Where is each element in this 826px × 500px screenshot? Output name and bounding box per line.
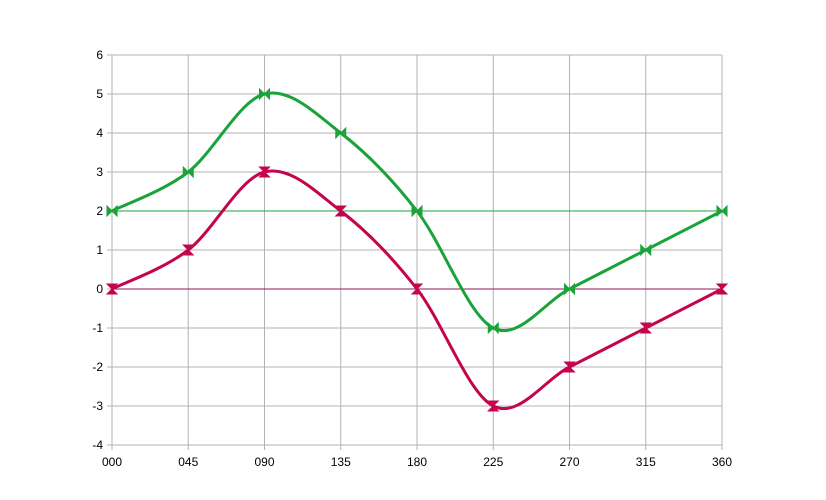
series-1-point [411, 204, 423, 218]
y-tick-label: 0 [96, 282, 103, 296]
y-tick-label: -3 [92, 399, 103, 413]
x-tick-label: 270 [559, 455, 579, 469]
series-group [105, 87, 729, 412]
x-tick-label: 225 [483, 455, 503, 469]
series-1-point [564, 282, 575, 296]
series-2-point [105, 283, 119, 295]
y-tick-label: 2 [96, 204, 103, 218]
y-tick-label: 6 [96, 48, 103, 62]
y-tick-label: 5 [96, 87, 103, 101]
series-2-point [487, 400, 500, 412]
series-2-point [639, 322, 652, 334]
series-1-point [487, 321, 499, 335]
series-1-point [106, 204, 118, 218]
x-tick-label: 135 [331, 455, 351, 469]
y-tick-label: -2 [92, 360, 103, 374]
y-tick-label: 1 [96, 243, 103, 257]
series-1-point [716, 204, 728, 218]
y-tick-label: 3 [96, 165, 103, 179]
y-tick-label: -4 [92, 438, 103, 452]
series-2-point [334, 205, 347, 217]
y-axis-tick-labels: -4 -3 -2 -1 0 1 2 3 4 5 6 [92, 48, 103, 452]
y-tick-label: -1 [92, 321, 103, 335]
x-tick-label: 180 [407, 455, 427, 469]
y-tick-label: 4 [96, 126, 103, 140]
x-tick-label: 315 [636, 455, 656, 469]
series-2-point [182, 244, 195, 256]
series-2-point [410, 283, 424, 295]
x-tick-label: 045 [178, 455, 198, 469]
x-tick-label: 360 [712, 455, 732, 469]
series-2-point [563, 361, 576, 373]
series-2-point [258, 166, 271, 178]
series-1-point [182, 165, 194, 179]
series-1-point [259, 87, 270, 101]
series-2-point [715, 283, 729, 295]
series-1-point [335, 126, 347, 140]
x-tick-label: 000 [102, 455, 122, 469]
axes [107, 54, 723, 450]
grid-lines [111, 54, 723, 446]
x-tick-label: 090 [254, 455, 274, 469]
series-1-point [640, 243, 652, 257]
x-axis-tick-labels: 000 045 090 135 180 225 270 315 360 [102, 455, 732, 469]
